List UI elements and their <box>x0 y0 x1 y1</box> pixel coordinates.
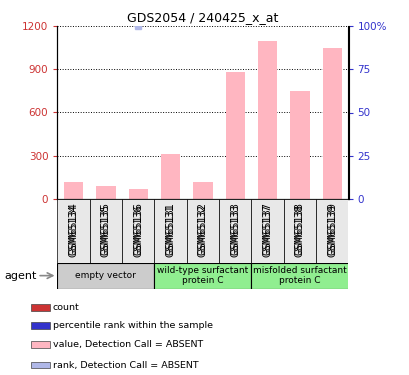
Bar <box>154 262 251 289</box>
Title: GDS2054 / 240425_x_at: GDS2054 / 240425_x_at <box>127 11 278 24</box>
Text: GSM65135: GSM65135 <box>101 202 111 255</box>
Bar <box>57 199 90 262</box>
Bar <box>251 199 283 262</box>
Bar <box>64 182 83 199</box>
Bar <box>315 199 348 262</box>
Text: GSM65138: GSM65138 <box>294 204 304 257</box>
Text: GSM65136: GSM65136 <box>133 202 143 255</box>
Text: wild-type surfactant
protein C: wild-type surfactant protein C <box>157 266 248 285</box>
Text: count: count <box>52 303 79 312</box>
Text: GSM65139: GSM65139 <box>326 204 337 257</box>
Text: percentile rank within the sample: percentile rank within the sample <box>52 321 212 330</box>
Text: misfolded surfactant
protein C: misfolded surfactant protein C <box>252 266 346 285</box>
Bar <box>218 199 251 262</box>
Text: GSM65137: GSM65137 <box>262 204 272 257</box>
Text: GSM65135: GSM65135 <box>101 204 111 257</box>
Text: GSM65134: GSM65134 <box>68 204 79 257</box>
Bar <box>257 40 276 199</box>
Bar <box>128 189 148 199</box>
Bar <box>57 262 154 289</box>
Text: GSM65138: GSM65138 <box>294 202 304 255</box>
Bar <box>225 72 245 199</box>
Text: GSM65131: GSM65131 <box>165 204 175 257</box>
Text: GSM65137: GSM65137 <box>262 202 272 255</box>
Text: GSM65139: GSM65139 <box>326 202 337 255</box>
Bar <box>31 304 49 310</box>
Text: GSM65136: GSM65136 <box>133 204 143 257</box>
Bar <box>90 199 122 262</box>
Bar <box>160 154 180 199</box>
Text: GSM65133: GSM65133 <box>230 204 240 257</box>
Text: GSM65132: GSM65132 <box>198 204 207 257</box>
Bar <box>122 199 154 262</box>
Text: GSM65132: GSM65132 <box>198 202 207 255</box>
Text: rank, Detection Call = ABSENT: rank, Detection Call = ABSENT <box>52 361 198 370</box>
Text: GSM65134: GSM65134 <box>68 202 79 255</box>
Bar <box>96 186 115 199</box>
Bar <box>193 182 212 199</box>
Bar <box>322 48 341 199</box>
Bar <box>154 199 187 262</box>
Bar <box>31 341 49 348</box>
Bar <box>283 199 315 262</box>
Text: GSM65131: GSM65131 <box>165 202 175 255</box>
Text: GSM65133: GSM65133 <box>230 202 240 255</box>
Bar <box>187 199 218 262</box>
Bar <box>251 262 348 289</box>
Bar <box>31 322 49 329</box>
Text: agent: agent <box>4 271 36 280</box>
Text: value, Detection Call = ABSENT: value, Detection Call = ABSENT <box>52 340 202 349</box>
Bar <box>31 362 49 368</box>
Text: empty vector: empty vector <box>75 271 136 280</box>
Bar <box>290 91 309 199</box>
